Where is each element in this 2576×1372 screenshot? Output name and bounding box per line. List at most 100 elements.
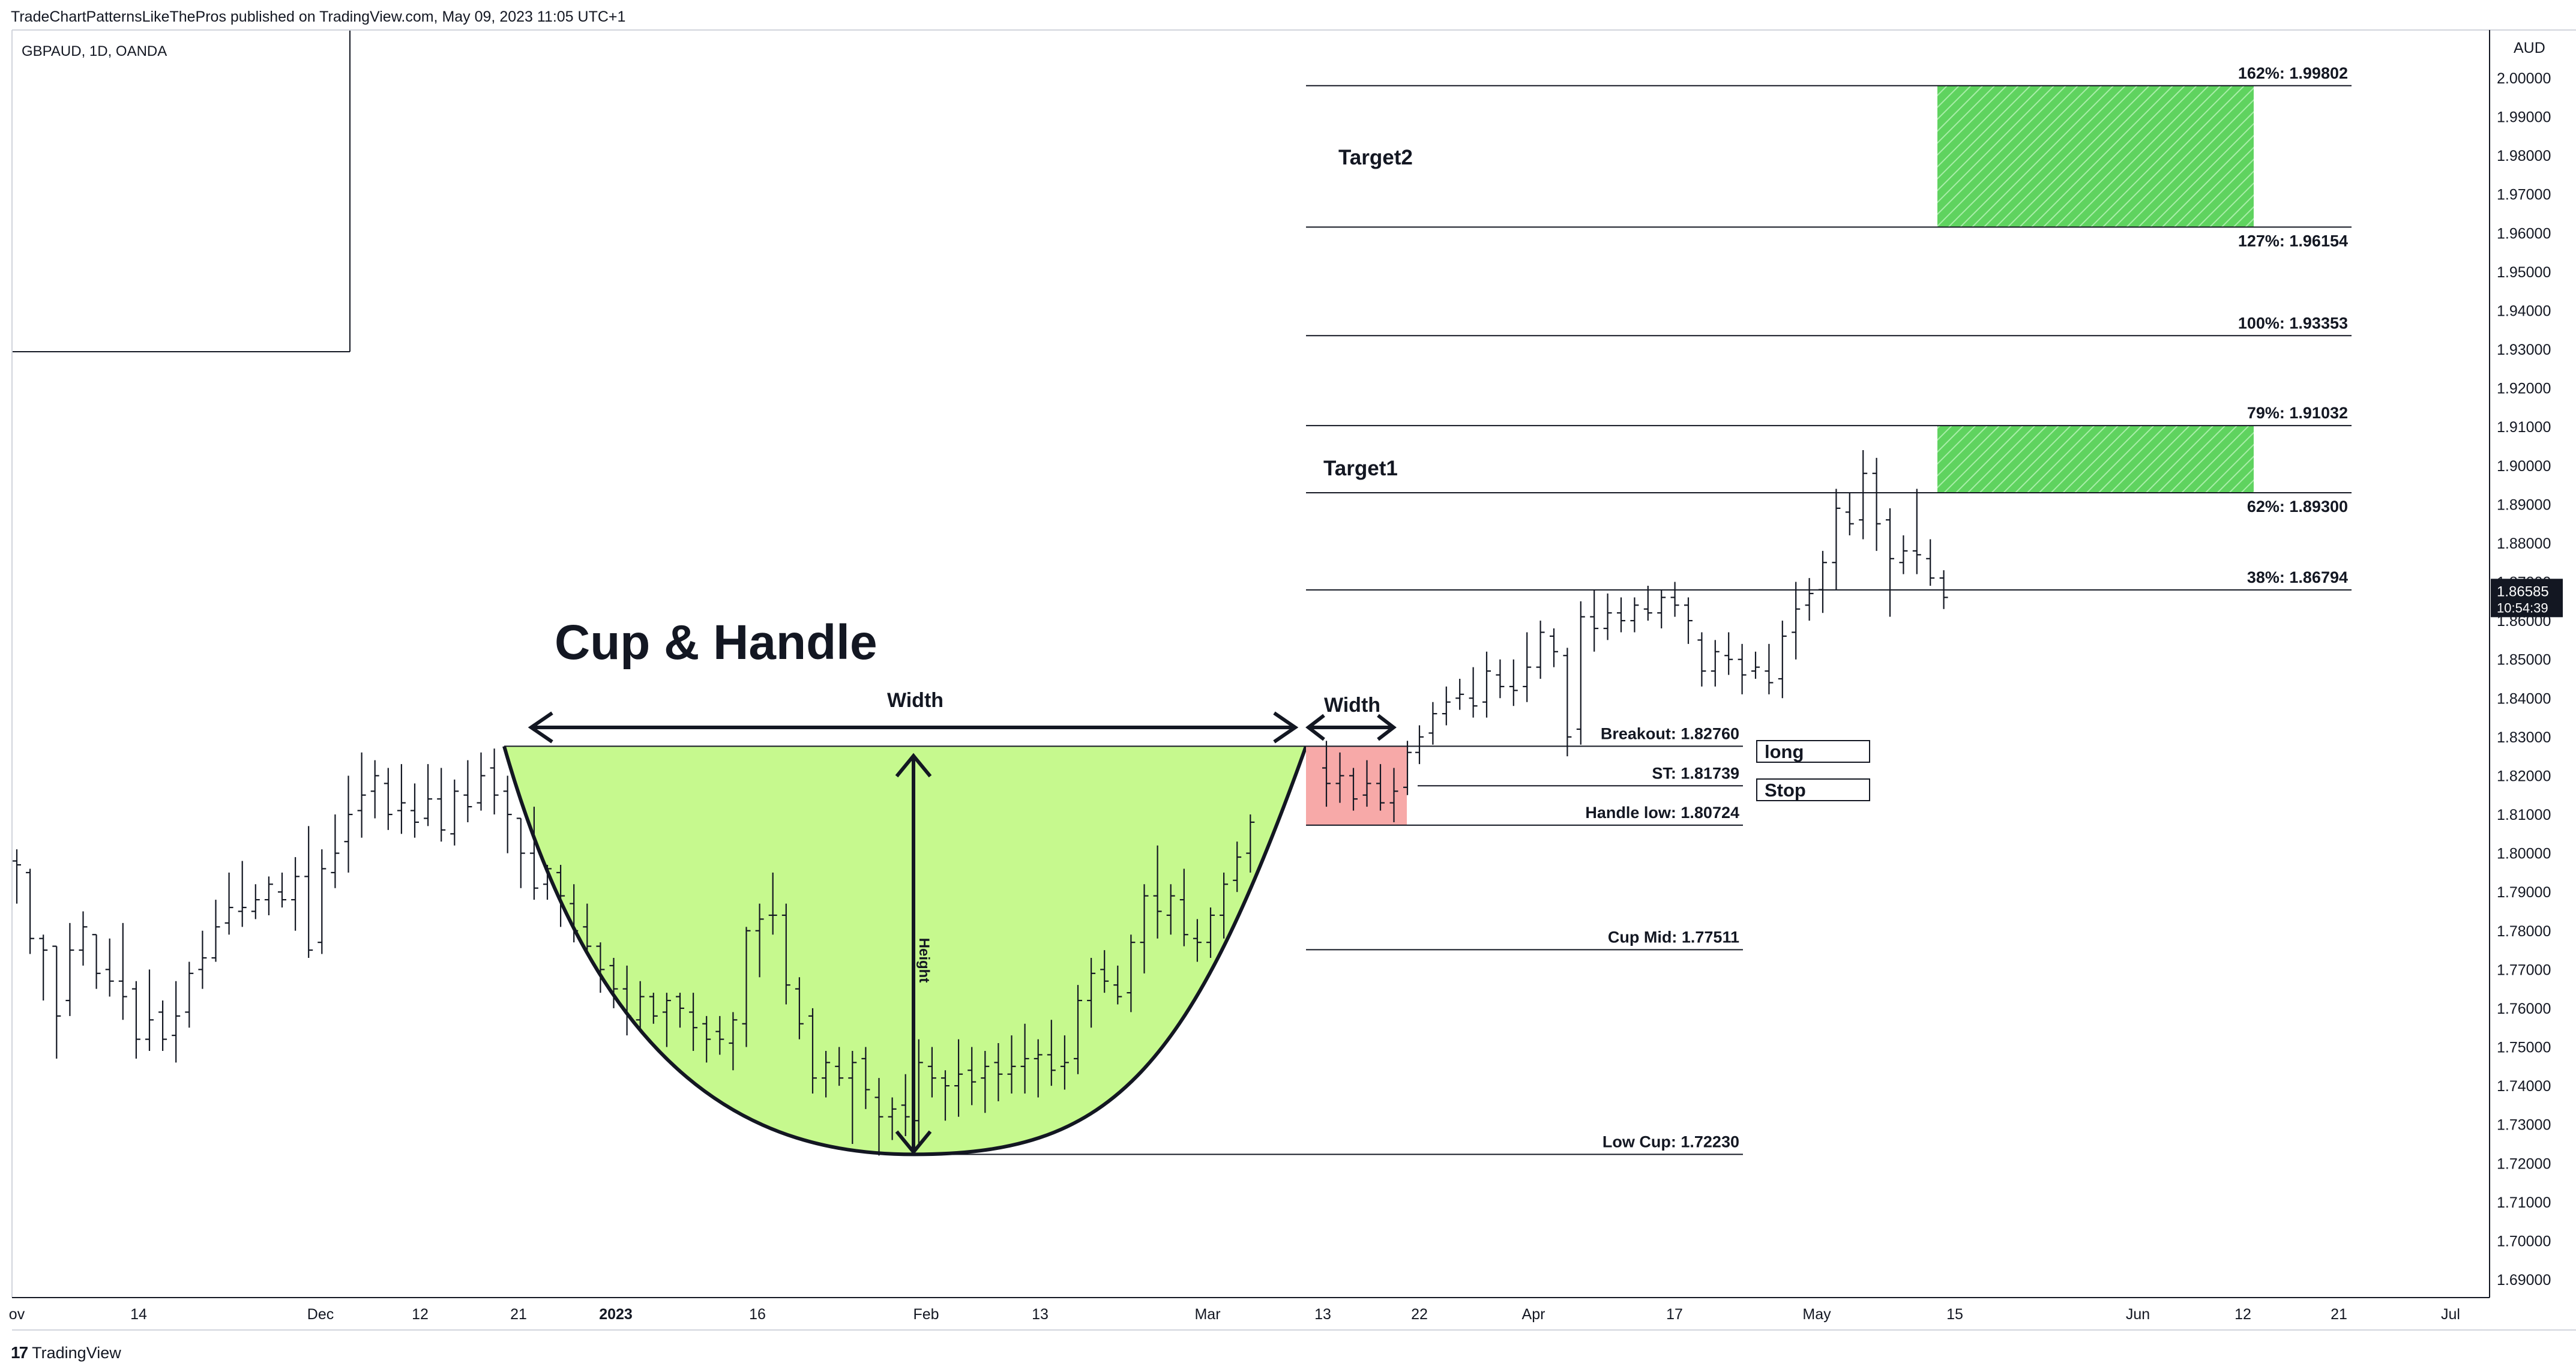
ohlc-bar	[981, 1050, 990, 1113]
price-tick-label: 1.79000	[2497, 884, 2551, 901]
ohlc-bar	[676, 993, 684, 1028]
price-tick-label: 1.94000	[2497, 302, 2551, 319]
level-lines: 162%: 1.99802 127%: 1.96154 100%: 1.93353 7…	[913, 64, 2352, 1155]
level-label: 62%: 1.89300	[2247, 498, 2348, 516]
time-tick-label: 22	[1411, 1306, 1428, 1323]
ohlc-bar	[1536, 621, 1545, 679]
ohlc-bar	[503, 775, 512, 853]
ohlc-bar	[105, 938, 114, 997]
ohlc-bar	[941, 1070, 949, 1121]
time-tick-label: 12	[2234, 1306, 2251, 1323]
ohlc-bar	[1886, 508, 1894, 617]
ohlc-bar	[1805, 578, 1814, 621]
price-tick-label: 1.72000	[2497, 1155, 2551, 1172]
arrowhead-left-icon	[1305, 714, 1325, 741]
arrowhead-up-icon	[895, 753, 932, 778]
ohlc-bar	[835, 1047, 844, 1086]
ohlc-bar	[13, 849, 21, 904]
level-label: 100%: 1.93353	[2238, 314, 2348, 332]
ohlc-bar	[304, 826, 313, 958]
long-box: long	[1756, 740, 1870, 763]
ohlc-bar	[1523, 632, 1532, 702]
handle-zone	[1306, 746, 1407, 825]
ohlc-bar	[131, 981, 140, 1059]
time-tick-label: 2023	[599, 1306, 633, 1323]
ohlc-bar	[185, 961, 194, 1028]
time-tick-label: 14	[130, 1306, 147, 1323]
time-tick-label: Mar	[1194, 1306, 1220, 1323]
ohlc-bar	[1389, 768, 1398, 822]
ohlc-bar	[689, 993, 698, 1051]
price-tick-label: 1.74000	[2497, 1078, 2551, 1095]
ohlc-bar	[264, 876, 273, 915]
level-label: Handle low: 1.80724	[1585, 804, 1739, 822]
price-tick-label: 1.92000	[2497, 381, 2551, 397]
tradingview-logo-icon: 17	[11, 1343, 28, 1362]
ohlc-bar	[424, 764, 433, 826]
price-tick-label: 1.77000	[2497, 961, 2551, 978]
price-tick-label: 1.96000	[2497, 225, 2551, 242]
ohlc-bar	[278, 872, 286, 908]
level-label: 127%: 1.96154	[2238, 232, 2348, 250]
ohlc-bar	[1233, 841, 1242, 892]
price-tick-label: 1.89000	[2497, 496, 2551, 513]
time-tick-label: May	[1802, 1306, 1831, 1323]
bar-countdown: 10:54:39	[2497, 600, 2548, 615]
target1-label: Target1	[1323, 457, 1398, 480]
price-axis: AUD 1.69000 1.70000 1.71000 1.72000 1.73000 1.…	[2491, 40, 2563, 1289]
price-tick-label: 1.82000	[2497, 768, 2551, 784]
chart-title: Cup & Handle	[555, 615, 877, 670]
price-axis-currency: AUD	[2514, 40, 2545, 56]
ohlc-bar	[411, 783, 419, 838]
stop-box: Stop	[1756, 778, 1870, 801]
ohlc-bar	[1563, 648, 1572, 757]
level-label: 79%: 1.91032	[2247, 404, 2348, 422]
price-tick-label: 1.91000	[2497, 419, 2551, 436]
cup-fill	[504, 746, 1306, 1155]
ohlc-bar	[1576, 601, 1585, 745]
ohlc-bar	[1060, 1035, 1069, 1090]
price-tick-label: 1.99000	[2497, 109, 2551, 126]
height-label: Height	[916, 938, 932, 983]
long-label: long	[1765, 741, 1804, 762]
ohlc-bar	[636, 981, 645, 1032]
ohlc-bar	[954, 1039, 963, 1117]
arrowhead-left-icon	[528, 711, 553, 744]
ohlc-bar	[808, 1008, 817, 1094]
target1-zone	[1937, 426, 2254, 493]
ohlc-bar	[927, 1047, 936, 1098]
ohlc-bar	[39, 934, 48, 1001]
ohlc-bar	[1074, 985, 1082, 1074]
ohlc-bar	[1140, 884, 1149, 973]
ohlc-bar	[1872, 457, 1881, 551]
ohlc-bar	[1415, 725, 1424, 765]
ohlc-bar	[1590, 589, 1599, 652]
ohlc-bar	[662, 993, 671, 1047]
ohlc-bar	[1711, 640, 1720, 687]
price-bars	[13, 450, 1948, 1156]
ohlc-bar	[1179, 868, 1188, 946]
ohlc-bar	[1047, 1020, 1056, 1086]
ohlc-bar	[888, 1097, 897, 1140]
level-label: 38%: 1.86794	[2247, 568, 2348, 586]
price-tick-label: 1.97000	[2497, 187, 2551, 203]
price-tick-label: 1.78000	[2497, 923, 2551, 940]
time-tick-label: ov	[9, 1306, 25, 1323]
price-tick-label: 1.93000	[2497, 341, 2551, 358]
ohlc-bar	[1509, 659, 1518, 706]
target-zones	[1306, 85, 2254, 825]
ohlc-bar	[1832, 489, 1841, 590]
price-tick-label: 1.73000	[2497, 1117, 2551, 1134]
ohlc-bar	[172, 981, 181, 1063]
price-tick-label: 1.95000	[2497, 264, 2551, 281]
price-tick-label: 1.83000	[2497, 729, 2551, 746]
level-label: Low Cup: 1.72230	[1602, 1133, 1739, 1151]
ohlc-bar	[1697, 632, 1706, 687]
price-tick-label: 1.98000	[2497, 148, 2551, 164]
ohlc-bar	[1684, 597, 1693, 644]
price-tick-label: 2.00000	[2497, 70, 2551, 87]
price-tick-label: 1.71000	[2497, 1194, 2551, 1211]
ohlc-bar	[543, 864, 552, 900]
tradingview-logo[interactable]: 17 TradingView	[11, 1343, 121, 1362]
